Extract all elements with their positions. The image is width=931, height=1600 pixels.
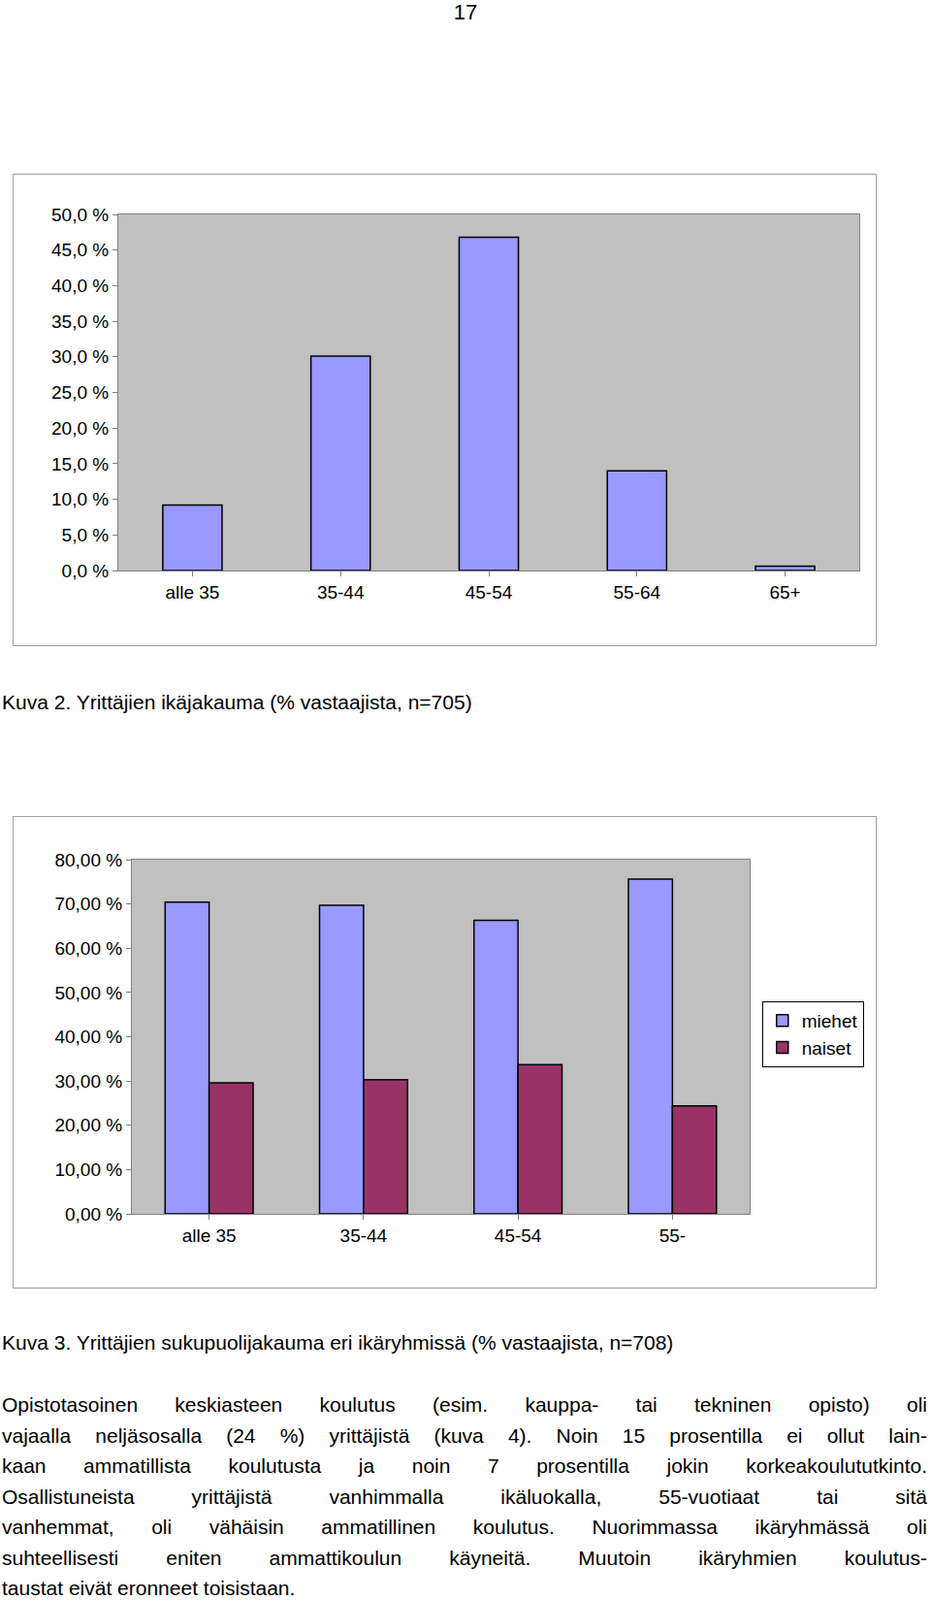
- svg-text:miehet: miehet: [802, 1010, 859, 1031]
- svg-text:35,0 %: 35,0 %: [51, 311, 109, 332]
- svg-text:40,00 %: 40,00 %: [54, 1026, 123, 1047]
- svg-text:35-44: 35-44: [317, 581, 365, 603]
- svg-text:70,00 %: 70,00 %: [54, 893, 123, 914]
- svg-text:10,0 %: 10,0 %: [51, 488, 109, 510]
- svg-text:20,00 %: 20,00 %: [54, 1114, 123, 1135]
- html-text:vanhemmat, oli vähäisin ammati: vanhemmat, oli vähäisin ammatillinen kou…: [1, 1514, 928, 1538]
- html-text:Kuva 2. Yrittäjien ikäjakauma: Kuva 2. Yrittäjien ikäjakauma (% vastaaj…: [1, 690, 472, 713]
- svg-text:alle 35: alle 35: [164, 581, 220, 603]
- svg-text:35-44: 35-44: [340, 1224, 388, 1246]
- svg-text:65+: 65+: [769, 581, 801, 603]
- svg-text:15,0 %: 15,0 %: [51, 453, 109, 475]
- svg-text:60,00 %: 60,00 %: [54, 937, 123, 959]
- svg-text:55-64: 55-64: [612, 581, 661, 603]
- svg-text:45-54: 45-54: [494, 1224, 543, 1246]
- svg-text:naiset: naiset: [802, 1037, 852, 1059]
- svg-text:0,0 %: 0,0 %: [62, 560, 110, 581]
- html-text:Kuva 3. Yrittäjien sukupuolija: Kuva 3. Yrittäjien sukupuolijakauma eri …: [1, 1330, 674, 1353]
- svg-text:55-: 55-: [659, 1224, 686, 1246]
- svg-text:30,00 %: 30,00 %: [54, 1070, 123, 1092]
- svg-text:25,0 %: 25,0 %: [51, 382, 109, 403]
- svg-text:alle 35: alle 35: [182, 1224, 237, 1246]
- svg-text:40,0 %: 40,0 %: [51, 275, 109, 296]
- svg-text:5,0 %: 5,0 %: [62, 524, 110, 546]
- html-text:taustat eivät eronneet toisist: taustat eivät eronneet toisistaan.: [1, 1575, 296, 1599]
- svg-text:45-54: 45-54: [465, 581, 514, 603]
- html-text:17: 17: [453, 0, 478, 25]
- svg-text:0,00 %: 0,00 %: [64, 1203, 123, 1224]
- svg-text:80,00 %: 80,00 %: [54, 849, 123, 870]
- svg-text:30,0 %: 30,0 %: [51, 346, 109, 367]
- svg-text:50,00 %: 50,00 %: [54, 982, 123, 1003]
- svg-text:10,00 %: 10,00 %: [54, 1158, 123, 1180]
- svg-text:50,0 %: 50,0 %: [51, 204, 109, 225]
- html-text:Osallistuneista yrittäjistä va: Osallistuneista yrittäjistä vanhimmalla …: [1, 1484, 928, 1507]
- html-text:vajaalla neljäsosalla (24 %) y: vajaalla neljäsosalla (24 %) yrittäjistä…: [1, 1423, 928, 1446]
- svg-text:20,0 %: 20,0 %: [51, 417, 109, 439]
- svg-text:45,0 %: 45,0 %: [51, 239, 109, 260]
- html-text:kaan ammatillista koulutusta j: kaan ammatillista koulutusta ja noin 7 p…: [1, 1453, 928, 1477]
- html-text:Opistotasoinen keskiasteen kou: Opistotasoinen keskiasteen koulutus (esi…: [1, 1392, 928, 1415]
- html-text:suhteellisesti eniten ammattik: suhteellisesti eniten ammattikoulun käyn…: [1, 1545, 928, 1568]
